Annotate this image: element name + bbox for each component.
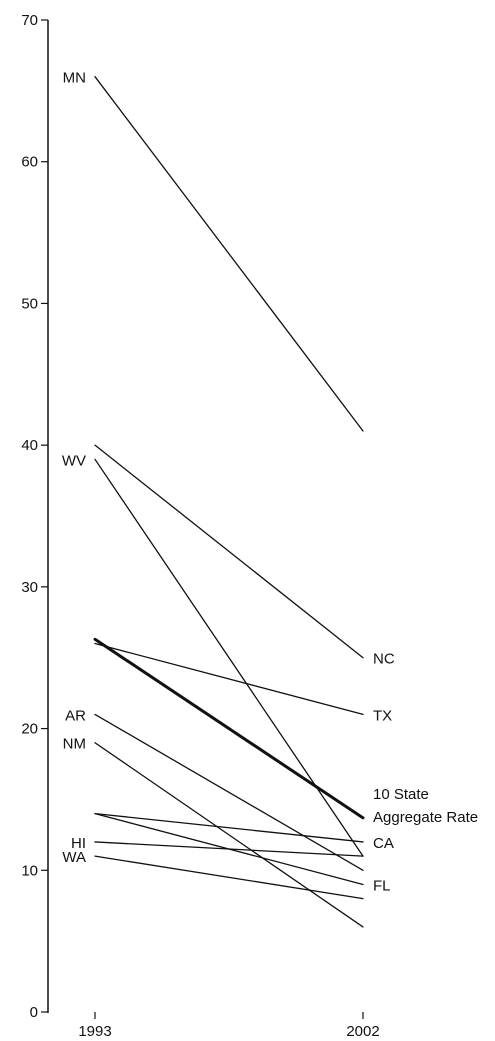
series-line-wa	[94, 855, 364, 900]
series-label-ar: AR	[65, 707, 86, 724]
series-line-mn	[94, 76, 364, 432]
series-label-wa: WA	[62, 849, 86, 866]
series-line-10-state-aggregate-rate	[93, 637, 365, 820]
series-label-fl: FL	[373, 877, 391, 894]
series-label-hi: HI	[71, 835, 86, 852]
y-tick-label: 10	[21, 862, 38, 879]
y-tick-label: 0	[30, 1004, 38, 1021]
series-label-ca: CA	[373, 835, 394, 852]
series-line-ca	[94, 812, 364, 843]
y-tick-label: 20	[21, 721, 38, 738]
y-axis-ticks: 0 10 20 30 40 50 60 70	[21, 12, 48, 1021]
y-tick-label: 50	[21, 295, 38, 312]
series-line-ar	[94, 713, 364, 871]
x-axis-ticks: 1993 2002	[78, 1012, 380, 1040]
x-tick-label: 2002	[346, 1023, 379, 1040]
series-line-hi	[94, 841, 364, 857]
series-line-wv	[94, 458, 364, 857]
x-tick-label: 1993	[78, 1023, 111, 1040]
series-labels: MN NC WV 10 State Aggregate Rate TX AR NM CA FL HI…	[62, 70, 478, 895]
series-line-nc	[94, 444, 364, 659]
y-tick-label: 70	[21, 12, 38, 29]
series-label-mn: MN	[63, 70, 86, 87]
series-lines	[93, 76, 365, 928]
y-tick-label: 30	[21, 579, 38, 596]
series-label-nc: NC	[373, 651, 395, 668]
y-tick-label: 40	[21, 437, 38, 454]
series-label-10-state-aggregate-rate-line-2: Aggregate Rate	[373, 809, 478, 826]
series-label-wv: WV	[62, 452, 86, 469]
y-tick-label: 60	[21, 154, 38, 171]
series-label-nm: NM	[63, 736, 86, 753]
series-line-nm	[94, 742, 364, 928]
series-label-10-state-aggregate-rate-line-1: 10 State	[373, 786, 429, 803]
series-line-tx	[94, 642, 364, 716]
series-label-tx: TX	[373, 707, 392, 724]
